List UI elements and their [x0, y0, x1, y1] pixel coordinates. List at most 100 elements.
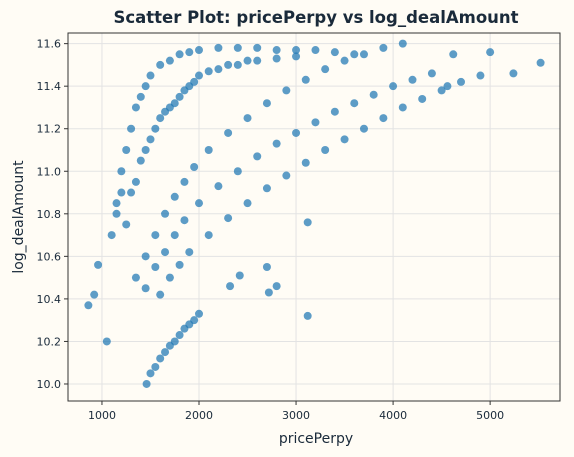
x-tick-label: 4000 — [379, 409, 407, 422]
data-point — [272, 139, 281, 148]
data-point — [398, 39, 407, 48]
y-tick-label: 11.4 — [37, 80, 62, 93]
data-point — [536, 58, 545, 67]
data-point — [214, 43, 223, 52]
data-point — [233, 167, 242, 176]
y-tick-label: 11.0 — [37, 165, 62, 178]
data-point — [161, 107, 170, 116]
data-point — [102, 337, 111, 346]
data-point — [330, 48, 339, 57]
data-point — [243, 56, 252, 65]
data-point — [233, 60, 242, 69]
data-point — [457, 77, 466, 86]
data-point — [204, 145, 213, 154]
y-tick-label: 10.8 — [37, 208, 62, 221]
data-point — [379, 43, 388, 52]
y-axis-label: log_dealAmount — [11, 160, 27, 274]
data-point — [151, 262, 160, 271]
data-point — [112, 209, 121, 218]
data-points — [84, 39, 545, 388]
data-point — [235, 271, 244, 280]
data-point — [301, 75, 310, 84]
data-point — [131, 177, 140, 186]
data-point — [272, 282, 281, 291]
data-point — [195, 309, 204, 318]
data-point — [170, 99, 179, 108]
data-point — [161, 248, 170, 257]
data-point — [195, 199, 204, 208]
data-point — [214, 65, 223, 74]
data-point — [131, 273, 140, 282]
data-point — [224, 214, 233, 223]
data-point — [146, 369, 155, 378]
data-point — [84, 301, 93, 310]
data-point — [180, 177, 189, 186]
data-point — [170, 231, 179, 240]
y-tick-label: 10.4 — [37, 293, 62, 306]
data-point — [204, 67, 213, 76]
series-3 — [156, 48, 495, 299]
data-point — [94, 260, 103, 269]
data-point — [214, 182, 223, 191]
data-point — [224, 60, 233, 69]
data-point — [303, 218, 312, 227]
data-point — [408, 75, 417, 84]
data-point — [253, 43, 262, 52]
data-point — [136, 92, 145, 101]
data-point — [224, 128, 233, 137]
data-point — [427, 69, 436, 78]
data-point — [476, 71, 485, 80]
data-point — [264, 288, 273, 297]
data-point — [190, 316, 199, 325]
data-point — [204, 231, 213, 240]
data-point — [117, 188, 126, 197]
data-point — [350, 50, 359, 59]
x-axis-ticks: 1000 2000 3000 4000 5000 — [88, 401, 504, 422]
data-point — [195, 46, 204, 55]
data-point — [321, 145, 330, 154]
data-point — [253, 152, 262, 161]
x-tick-label: 2000 — [185, 409, 213, 422]
data-point — [262, 99, 271, 108]
data-point — [330, 107, 339, 116]
data-point — [292, 52, 301, 61]
data-point — [136, 156, 145, 165]
data-point — [156, 290, 165, 299]
data-point — [359, 124, 368, 133]
x-tick-label: 3000 — [282, 409, 310, 422]
data-point — [253, 56, 262, 65]
data-point — [141, 145, 150, 154]
series-5 — [84, 50, 545, 388]
data-point — [175, 92, 184, 101]
data-point — [127, 124, 136, 133]
data-point — [292, 128, 301, 137]
data-point — [90, 290, 99, 299]
data-point — [122, 220, 131, 229]
data-point — [437, 86, 446, 95]
data-point — [151, 124, 160, 133]
data-point — [165, 56, 174, 65]
data-point — [151, 362, 160, 371]
data-point — [180, 86, 189, 95]
data-point — [226, 282, 235, 291]
data-point — [389, 82, 398, 91]
data-point — [369, 90, 378, 99]
data-point — [127, 188, 136, 197]
data-point — [262, 262, 271, 271]
data-point — [141, 284, 150, 293]
data-point — [175, 50, 184, 59]
data-point — [418, 94, 427, 103]
data-point — [195, 71, 204, 80]
data-point — [141, 82, 150, 91]
data-point — [175, 331, 184, 340]
data-point — [107, 231, 116, 240]
data-point — [398, 103, 407, 112]
data-point — [156, 354, 165, 363]
data-point — [301, 158, 310, 167]
data-point — [151, 231, 160, 240]
data-point — [131, 103, 140, 112]
data-point — [272, 46, 281, 55]
chart-title: Scatter Plot: pricePerpy vs log_dealAmou… — [113, 8, 518, 27]
series-0 — [107, 43, 359, 240]
